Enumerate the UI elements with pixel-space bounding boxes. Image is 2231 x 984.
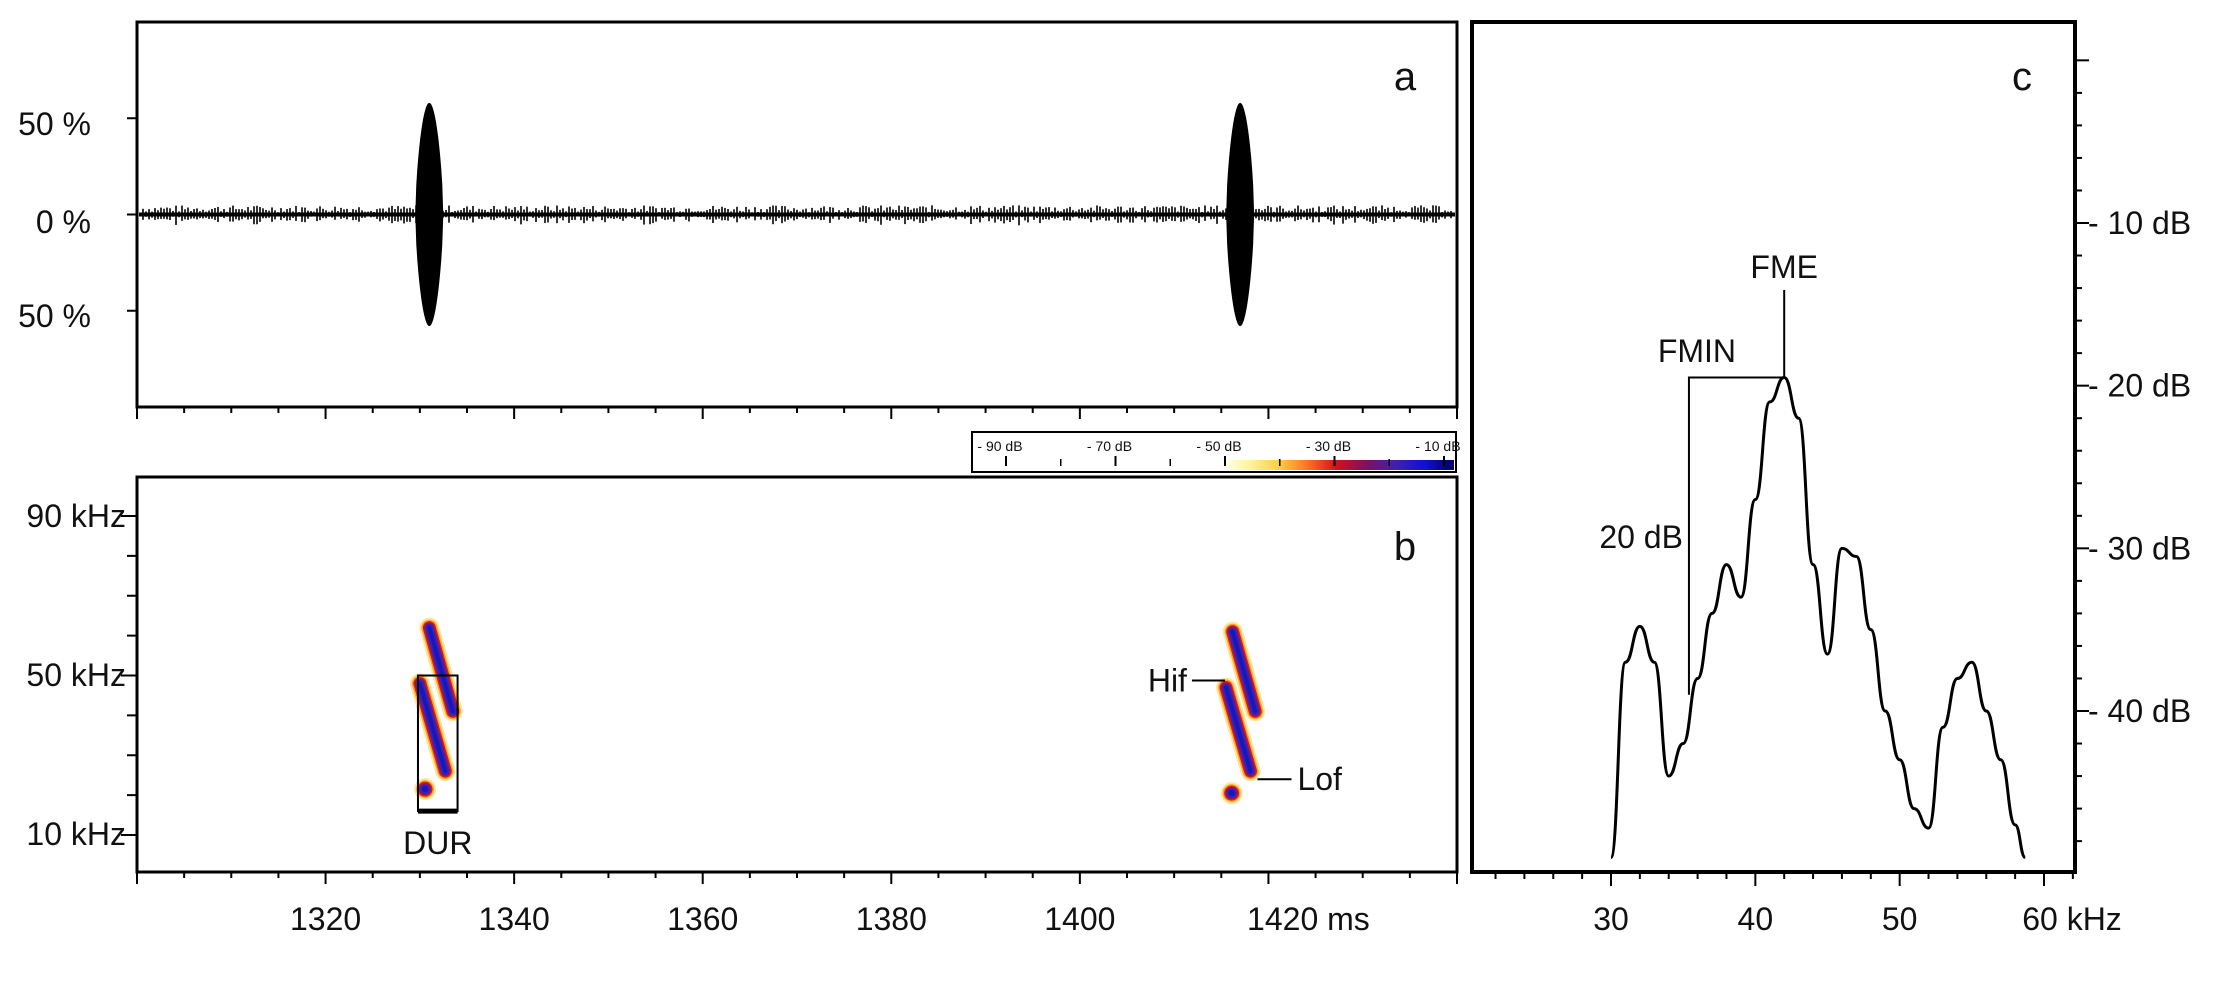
- y-tick-label-90khz: 90 kHz: [26, 498, 126, 534]
- fmin-label: FMIN: [1658, 333, 1736, 369]
- call-1-harmonic-2: [417, 681, 448, 774]
- y-tick-label-50-bottom: 50 %: [18, 298, 91, 334]
- x-tick-label: 1420 ms: [1247, 901, 1370, 937]
- panel-c-frame: [1470, 20, 2077, 874]
- waveform-pulses: [415, 102, 1255, 327]
- hif-label: Hif: [1148, 662, 1187, 698]
- x-tick-label: 1380: [856, 901, 927, 937]
- y-tick-label: - 20 dB: [2088, 368, 2191, 404]
- x-tick-label: 30: [1593, 901, 1629, 937]
- fmin-leader: [1687, 376, 1785, 695]
- panel-a-x-ticks: [136, 407, 1458, 419]
- panel-letter-b: b: [1394, 525, 1416, 569]
- fme-label: FME: [1750, 249, 1818, 285]
- y-tick-label-50-top: 50 %: [18, 106, 91, 142]
- panel-b-spectrogram: 90 kHz 50 kHz 10 kHz b DUR Hif Lof 1320 1…: [26, 475, 1459, 937]
- spectrum-curve: [1609, 376, 2027, 859]
- colorbar-gradient: [1220, 460, 1454, 470]
- colorbar-label: - 70 dB: [1087, 438, 1132, 454]
- call-1-harmonic-1: [427, 625, 455, 714]
- x-tick-label: 1340: [479, 901, 550, 937]
- y-tick-label: - 40 dB: [2088, 693, 2191, 729]
- x-tick-label: 60 kHz: [2022, 901, 2122, 937]
- dur-label: DUR: [403, 825, 472, 861]
- colorbar-label: - 10 dB: [1415, 438, 1460, 454]
- y-tick-label-50khz: 50 kHz: [26, 657, 126, 693]
- y-tick-label-0: 0 %: [36, 204, 91, 240]
- waveform-pulse-1: [415, 102, 444, 327]
- panel-letter-c: c: [2012, 55, 2032, 99]
- twenty-db-label: 20 dB: [1599, 519, 1683, 555]
- colorbar-label: - 90 dB: [977, 438, 1022, 454]
- panel-b-x-ticks: 1320 1340 1360 1380 1400 1420 ms: [136, 872, 1458, 937]
- y-tick-label-10khz: 10 kHz: [26, 816, 126, 852]
- call-2-harmonic-2: [1224, 685, 1253, 774]
- spectrogram-calls: [409, 617, 1266, 805]
- call-2-harmonic-1: [1230, 629, 1258, 714]
- lof-label: Lof: [1297, 761, 1342, 797]
- x-tick-label: 1360: [667, 901, 738, 937]
- colorbar-label: - 50 dB: [1196, 438, 1241, 454]
- y-tick-label: - 10 dB: [2088, 205, 2191, 241]
- x-tick-label: 1320: [290, 901, 361, 937]
- x-tick-label: 40: [1738, 901, 1774, 937]
- spectrum-annotations: FME FMIN 20 dB: [1599, 249, 1818, 695]
- panel-c-spectrum: c 30 40 50 60 kHz - 10 dB - 20 dB - 30 dB - 40 …: [1470, 20, 2191, 937]
- panel-b-y-ticks: [121, 515, 137, 836]
- waveform-pulse-2: [1226, 102, 1255, 327]
- colorbar: - 90 dB - 70 dB - 50 dB - 30 dB - 10 dB: [971, 431, 1461, 473]
- x-tick-label: 1400: [1044, 901, 1115, 937]
- panel-a-waveform: 50 % 0 % 50 % a: [18, 20, 1459, 419]
- call-1-harmonic-3: [422, 786, 429, 793]
- x-tick-label: 50: [1882, 901, 1918, 937]
- spectrogram-annotations: DUR Hif Lof: [403, 662, 1342, 861]
- panel-c-ticks: 30 40 50 60 kHz - 10 dB - 20 dB - 30 dB - 40 dB: [1494, 59, 2191, 937]
- colorbar-labels: - 90 dB - 70 dB - 50 dB - 30 dB - 10 dB: [977, 438, 1461, 466]
- call-2-harmonic-3: [1228, 790, 1235, 797]
- colorbar-label: - 30 dB: [1306, 438, 1351, 454]
- y-tick-label: - 30 dB: [2088, 530, 2191, 566]
- panel-letter-a: a: [1394, 55, 1417, 99]
